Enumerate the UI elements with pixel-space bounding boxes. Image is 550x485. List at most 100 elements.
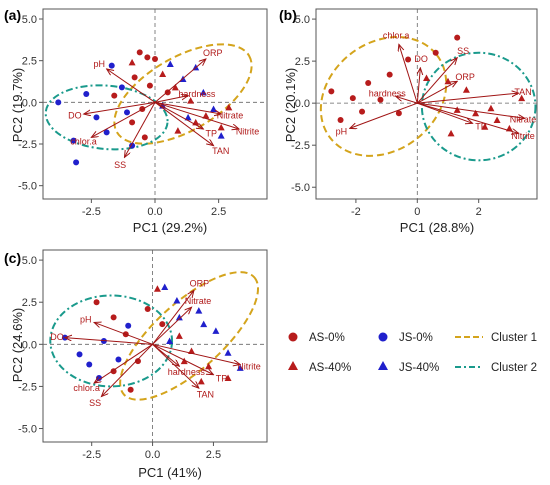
loading-arrow [417,81,457,104]
data-point-circle [152,56,158,62]
loading-label: SS [114,160,126,170]
data-point-circle [328,88,335,95]
loading-label: DO [50,332,64,342]
data-point-circle [110,314,117,321]
data-point-triangle [153,285,161,292]
loading-arrow [107,69,156,103]
loading-label: ORP [203,48,223,58]
loading-label: SS [457,46,469,56]
loading-label: Nitrite [236,127,260,137]
loading-arrow [350,102,418,128]
loading-arrow [152,343,241,364]
data-point-circle [93,114,100,121]
cluster2-ellipse [420,51,537,162]
loading-label: pH [80,314,92,324]
panel-a: (a) PC2 (19.7%) PC1 (29.2%) -2.5 0.0 2.5 -5… [4,7,268,235]
data-point-triangle [180,357,188,365]
data-point-circle [73,159,80,166]
loading-arrow [154,101,221,114]
data-point-circle [110,368,117,375]
data-point-triangle [487,104,495,112]
panel-b: (b) PC2 (20.1%) PC1 (28.8%) -2 0 2 -5.0 -2.5… [279,7,538,235]
y-tick-label: -5.0 [291,182,310,194]
data-point-circle [125,322,132,329]
loading-arrow [152,343,214,374]
legend-as0-label: AS-0% [309,332,345,344]
x-tick-label: 2.5 [211,206,226,218]
data-point-triangle [202,112,210,119]
y-tick-label: -2.5 [18,381,37,393]
data-point-triangle [518,94,526,102]
panel-c-x-axis-label: PC1 (41%) [138,465,202,480]
y-tick-label: 5.0 [295,14,310,26]
loading-arrow [399,44,418,104]
loading-label: chlor.a [73,383,100,393]
data-point-triangle [472,109,480,117]
data-point-circle [55,99,62,106]
y-tick-label: -2.5 [18,139,37,151]
loading-label: TAN [197,389,214,399]
panel-c: (c) PC2 (24.6%) PC1 (41%) -2.5 0.0 2.5 -5.0… [4,249,268,480]
loading-label: Nitrate [185,296,212,306]
y-tick-label: 5.0 [22,14,37,26]
y-tick-label: 2.5 [22,297,37,309]
data-point-triangle [195,307,203,314]
data-point-circle [349,95,356,102]
panel-b-label: (b) [279,7,297,23]
cluster2-ellipse [49,294,174,388]
data-point-triangle [493,116,501,123]
panel-b-x-axis-label: PC1 (28.8%) [400,220,474,235]
data-point-triangle [224,374,232,381]
loading-arrow [94,322,153,345]
data-point-triangle [212,327,220,334]
plot-frame [42,249,268,443]
data-point-circle [83,91,90,97]
data-point-triangle [174,127,182,134]
loading-label: TP [475,121,487,131]
data-point-circle [405,56,412,63]
loading-label: SS [89,398,101,408]
loading-label: pH [336,127,348,137]
data-point-circle [131,74,138,81]
data-point-circle [127,386,134,393]
loading-arrow [84,101,156,114]
loading-arrow [417,102,524,118]
loading-label: hardness [168,367,206,377]
legend-cluster2-label: Cluster 2 [491,362,537,374]
legend-js40-label: JS-40% [399,362,439,374]
loading-arrow [154,101,214,145]
loading-label: Nitrate [217,111,244,121]
loading-label: hardness [369,89,407,99]
x-tick-label: 0.0 [145,449,160,461]
data-point-triangle [175,332,183,339]
data-point-circle [86,361,93,368]
data-point-circle [144,305,151,312]
x-tick-label: -2 [351,206,361,218]
x-tick-label: -2.5 [82,206,101,218]
panel-c-label: (c) [4,250,21,266]
data-point-triangle [481,123,489,130]
loading-arrow [417,102,518,133]
legend-js40-marker [378,361,388,370]
data-point-triangle [200,320,208,328]
x-tick-label: 2.5 [206,449,221,461]
data-point-triangle [128,58,136,66]
loading-arrow [396,96,418,104]
loading-label: Nitrite [511,131,535,141]
data-point-triangle [423,74,430,81]
cluster2-ellipse [44,84,169,151]
data-point-triangle [199,88,207,96]
data-point-circle [359,108,366,115]
legend-as40-label: AS-40% [309,362,351,374]
data-point-circle [377,96,384,103]
data-point-triangle [184,113,192,121]
data-point-triangle [236,364,244,371]
legend-as0-marker [288,332,298,342]
loading-label: TP [205,128,217,138]
loading-label: ORP [190,278,210,288]
data-point-circle [146,82,153,89]
y-tick-label: -2.5 [291,140,310,152]
data-point-triangle [224,349,232,356]
loading-arrow [417,102,472,123]
